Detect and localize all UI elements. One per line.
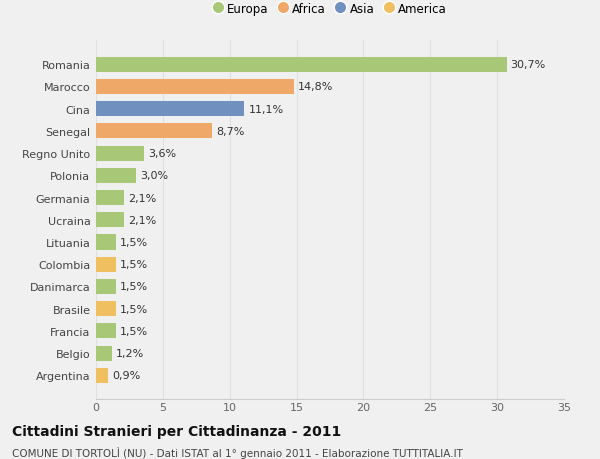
Text: 1,2%: 1,2% <box>116 348 145 358</box>
Bar <box>96 324 116 339</box>
Bar <box>96 368 108 383</box>
Bar <box>96 279 116 294</box>
Text: 2,1%: 2,1% <box>128 193 157 203</box>
Bar <box>96 213 124 228</box>
Bar <box>96 124 212 139</box>
Bar <box>96 235 116 250</box>
Text: 1,5%: 1,5% <box>120 237 148 247</box>
Bar <box>96 257 116 272</box>
Text: Cittadini Stranieri per Cittadinanza - 2011: Cittadini Stranieri per Cittadinanza - 2… <box>12 425 341 438</box>
Text: 0,9%: 0,9% <box>112 370 140 381</box>
Legend: Europa, Africa, Asia, America: Europa, Africa, Asia, America <box>211 0 449 18</box>
Text: 3,6%: 3,6% <box>148 149 176 159</box>
Text: 2,1%: 2,1% <box>128 215 157 225</box>
Text: 3,0%: 3,0% <box>140 171 168 181</box>
Text: 1,5%: 1,5% <box>120 282 148 292</box>
Text: 8,7%: 8,7% <box>217 127 245 137</box>
Bar <box>96 146 144 162</box>
Text: COMUNE DI TORTOLÌ (NU) - Dati ISTAT al 1° gennaio 2011 - Elaborazione TUTTITALIA: COMUNE DI TORTOLÌ (NU) - Dati ISTAT al 1… <box>12 446 463 458</box>
Bar <box>96 346 112 361</box>
Text: 1,5%: 1,5% <box>120 304 148 314</box>
Text: 14,8%: 14,8% <box>298 82 333 92</box>
Text: 11,1%: 11,1% <box>248 105 284 114</box>
Bar <box>96 168 136 184</box>
Bar <box>96 190 124 206</box>
Text: 1,5%: 1,5% <box>120 260 148 269</box>
Bar <box>96 57 506 73</box>
Bar <box>96 102 244 117</box>
Text: 30,7%: 30,7% <box>511 60 546 70</box>
Bar <box>96 302 116 317</box>
Bar <box>96 80 294 95</box>
Text: 1,5%: 1,5% <box>120 326 148 336</box>
